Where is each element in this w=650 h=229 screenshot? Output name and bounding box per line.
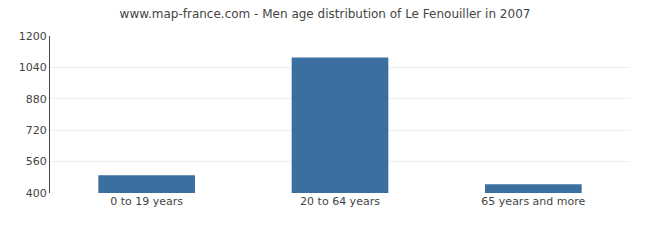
svg-text:400: 400 [26, 187, 47, 200]
svg-text:720: 720 [26, 124, 47, 137]
svg-text:20 to 64 years: 20 to 64 years [300, 195, 380, 208]
svg-text:0 to 19 years: 0 to 19 years [110, 195, 183, 208]
svg-text:880: 880 [26, 93, 47, 106]
svg-text:1200: 1200 [19, 30, 47, 43]
svg-text:1040: 1040 [19, 61, 47, 74]
svg-text:65 years and more: 65 years and more [481, 195, 585, 208]
svg-text:560: 560 [26, 155, 47, 168]
svg-text:www.map-france.com - Men age d: www.map-france.com - Men age distributio… [120, 7, 531, 21]
